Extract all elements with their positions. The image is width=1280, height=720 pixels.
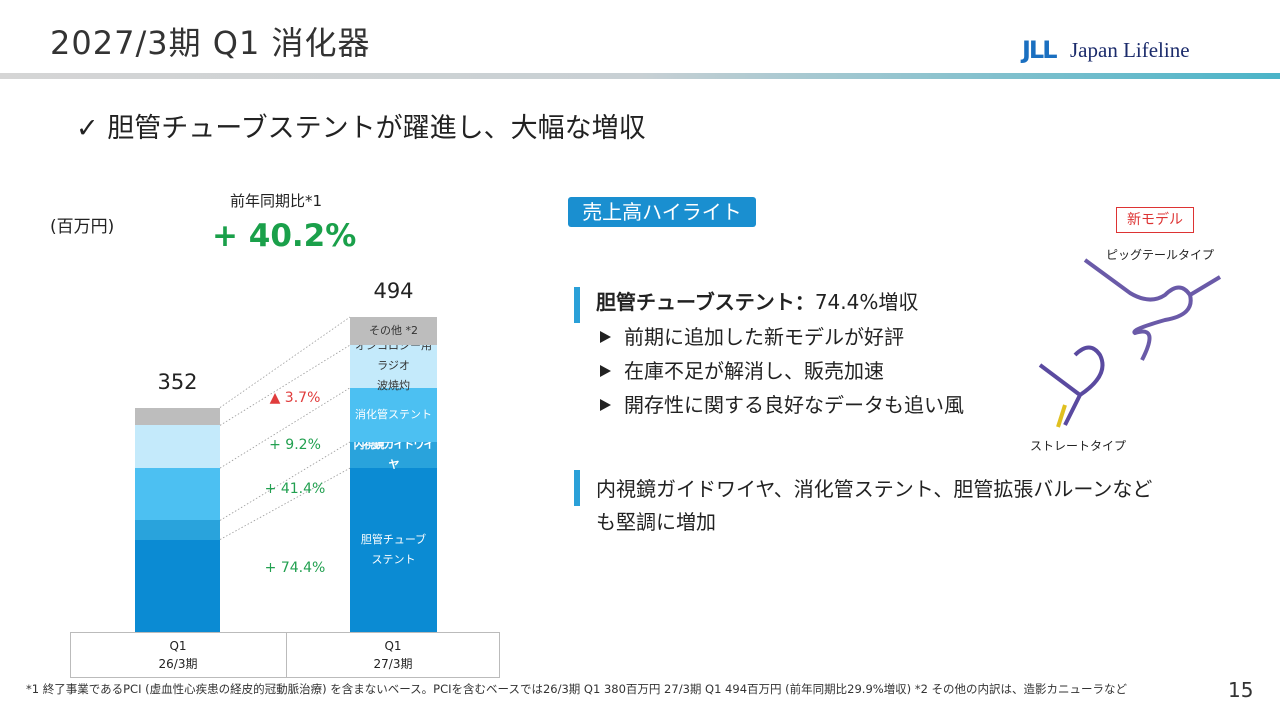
sub-bullet-text: 前期に追加した新モデルが好評 [624, 325, 904, 349]
bar-segment [350, 387, 437, 442]
bullet-bar [574, 470, 580, 506]
x-tick-label: Q1 27/3期 [373, 639, 413, 671]
headline: ✓ 胆管チューブステントが躍進し、大幅な増収 [76, 113, 646, 144]
pigtail-stent [1188, 275, 1222, 297]
product-image [1038, 258, 1222, 428]
segment-label: 内視鏡ガイドワイヤ [353, 438, 435, 472]
bar-segment [135, 539, 220, 632]
bullet: 胆管チューブステント：74.4%増収 [596, 286, 918, 315]
logo-mark: JLL [1022, 36, 1057, 64]
growth-label: ▲ 3.7% [269, 390, 321, 406]
arrow-marker [600, 399, 611, 411]
bar-segment [350, 317, 437, 346]
straight-stent [1038, 345, 1105, 426]
bullet-bar [574, 287, 580, 323]
bullet-text: 74.4%増収 [814, 290, 919, 314]
bar-segment [135, 468, 220, 521]
pigtail-stent [1083, 258, 1193, 361]
straight-stent [1056, 404, 1067, 428]
new-model-badge: 新モデル [1116, 207, 1194, 233]
yoy-value: + 40.2% [212, 218, 357, 254]
connector-line [219, 387, 351, 469]
sub-bullet-text: 在庫不足が解消し、販売加速 [624, 359, 884, 383]
sub-bullet: 開存性に関する良好なデータも追い風 [598, 388, 964, 422]
slide-title: 2027/3期 Q1 消化器 [50, 24, 371, 62]
product-caption: ストレートタイプ [1030, 439, 1127, 453]
bar-segment [135, 520, 220, 540]
category-divider [286, 632, 287, 678]
segment-label: オンコロジー用ラジオ 波焼灼 [355, 339, 432, 393]
arrow-marker [600, 365, 611, 377]
growth-label: + 9.2% [269, 437, 321, 453]
growth-label: + 74.4% [264, 560, 326, 576]
segment-label: その他 *2 [369, 324, 418, 338]
logo-text: Japan Lifeline [1070, 38, 1190, 62]
header-rule [0, 73, 1280, 79]
footnote: *1 終了事業であるPCI (虚血性心疾患の経皮的冠動脈治療) を含まないベース… [26, 682, 1128, 696]
highlight-badge: 売上高ハイライト [568, 197, 756, 227]
yoy-label: 前年同期比*1 [230, 192, 323, 210]
total-label: 352 [157, 369, 198, 394]
connector-line [219, 467, 351, 540]
bar-segment [135, 407, 220, 426]
bullet-title: 胆管チューブステント： [596, 290, 815, 314]
category-box [70, 632, 500, 678]
sub-bullets: 前期に追加した新モデルが好評 在庫不足が解消し、販売加速開存性に関する良好なデータ… [598, 320, 964, 422]
product-caption: ピッグテールタイプ [1106, 248, 1215, 262]
bar-segment [135, 425, 220, 469]
arrow-marker [600, 331, 611, 343]
connector-line [219, 344, 351, 426]
total-label: 494 [373, 279, 414, 303]
connector-line [219, 441, 351, 521]
segment-label: 胆管チューブ ステント [360, 533, 427, 567]
bar-segment [350, 345, 437, 388]
sub-bullet: 在庫不足が解消し、販売加速 [598, 354, 964, 388]
x-tick-label: Q1 26/3期 [158, 639, 198, 671]
growth-label: + 41.4% [264, 481, 326, 497]
sub-bullet-text: 開存性に関する良好なデータも追い風 [624, 393, 964, 417]
page-number: 15 [1228, 678, 1254, 702]
bar-segment [350, 441, 437, 469]
segment-label: 消化管ステント [355, 407, 432, 421]
bar-segment [350, 468, 437, 632]
bullet: 内視鏡ガイドワイヤ、消化管ステント、胆管拡張バルーンなども堅調に増加 [596, 477, 1153, 534]
unit-label: (百万円) [50, 217, 115, 237]
sub-bullet: 前期に追加した新モデルが好評 [598, 320, 964, 354]
